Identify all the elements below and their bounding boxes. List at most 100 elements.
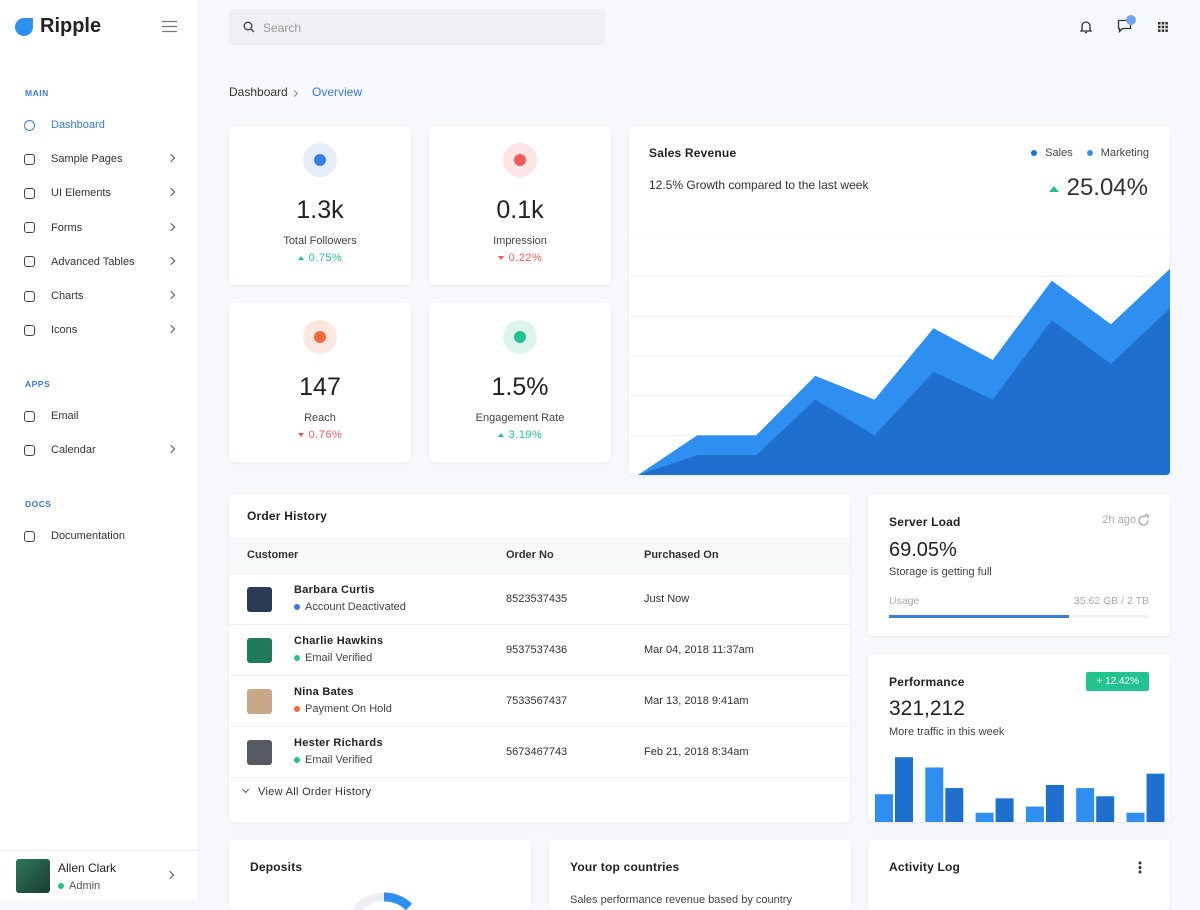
bar [945,788,964,822]
nav-chevron [166,256,176,266]
customer-avatar [247,587,272,612]
purchase-date: Just Now [644,593,690,605]
bar [1045,784,1064,822]
nav-item[interactable]: Calendar [24,440,176,460]
nav-item[interactable]: Email [24,406,174,426]
nav-icon [24,444,35,456]
stat-card: 147 Reach 0.76% [229,303,411,462]
menu-toggle[interactable] [162,20,177,33]
stat-card: 1.3k Total Followers 0.75% [229,126,411,285]
bar [1126,812,1145,822]
customer-avatar [247,689,272,714]
stat-icon [303,143,337,177]
stat-card: 1.5% Engagement Rate 3.19% [429,303,611,462]
table-footer-line [229,777,850,778]
footer-chevron [241,785,250,794]
nav-item[interactable]: Documentation [24,526,174,546]
bar [895,757,913,822]
view-all-link[interactable]: View All Order History [258,786,372,798]
purchase-date: Mar 13, 2018 9:41am [644,695,749,707]
nav-item[interactable]: UI Elements [24,183,176,203]
search-placeholder: Search [263,21,302,35]
nav-label: Advanced Tables [51,255,135,268]
nav-label: Email [51,410,79,422]
customer-avatar [247,740,272,765]
notification-icon[interactable] [1080,20,1092,34]
apps-icon[interactable] [1158,22,1168,32]
bar [925,767,944,822]
user-panel[interactable]: Allen Clark Admin [0,850,198,900]
nav-chevron [166,444,176,454]
purchase-date: Mar 04, 2018 11:37am [644,644,754,656]
nav-item[interactable]: Charts [24,286,176,306]
nav-chevron [166,324,176,334]
nav-label: UI Elements [51,187,111,200]
stat-icon-glyph [314,154,326,166]
trend-arrow [497,433,504,438]
nav-item[interactable]: Dashboard [24,115,174,135]
breadcrumb-current: Overview [312,85,363,99]
nav-icon [24,410,35,422]
nav-label: Documentation [51,530,125,542]
status-text: Payment On Hold [305,703,392,715]
sales-growth-value: 25.04% [1066,174,1148,201]
breadcrumb-sep [290,89,299,98]
bar [995,798,1014,822]
legend-swatch [1086,150,1093,156]
order-no: 5673467743 [506,746,568,758]
nav-chevron [166,153,176,163]
messages-icon[interactable] [1117,14,1141,34]
user-avatar [16,859,50,893]
status-dot [294,706,300,712]
user-role: Admin [58,880,100,892]
user-chevron [165,870,175,880]
customer-status: Email Verified [294,754,372,766]
performance-value: 321,212 [889,697,965,720]
customer-status: Account Deactivated [294,601,406,613]
legend: Sales Marketing [1031,147,1149,159]
refresh-icon[interactable] [1137,514,1150,527]
nav-section-title: MAIN [25,88,49,98]
nav-chevron [166,222,176,231]
stat-change-value: 3.19% [508,429,543,441]
order-no: 7533567437 [506,695,568,707]
bar [1076,788,1095,822]
nav-item[interactable]: Forms [24,218,176,238]
search-box[interactable]: Search [229,9,605,45]
stat-label: Reach [304,412,336,424]
nav-item[interactable]: Advanced Tables [24,252,176,272]
nav-item[interactable]: Sample Pages [24,149,176,169]
nav-section-title: DOCS [25,499,52,509]
breadcrumb-root[interactable]: Dashboard [229,85,288,99]
order-no: 8523537435 [506,593,568,605]
stat-change: 3.19% [429,429,611,441]
stat-label: Impression [493,235,547,247]
brand-logo [15,18,33,36]
stat-value: 147 [299,373,341,401]
stat-icon [503,320,537,354]
area [638,308,1170,475]
col-header: Customer [247,549,299,561]
nav-chevron [166,290,176,300]
stat-change: 0.76% [229,429,411,441]
table-row: Nina Bates Payment On Hold 7533567437 Mar 1… [229,675,850,726]
stat-change: 0.75% [229,252,411,264]
nav-icon [24,119,35,131]
legend-label: Marketing [1100,147,1149,159]
customer-status: Email Verified [294,652,372,664]
stat-icon-glyph [514,331,526,343]
stat-change-value: 0.22% [508,252,543,264]
trend-arrow [297,256,304,261]
status-dot [294,655,300,661]
usage-label: Usage [889,595,920,607]
sales-subtitle: 12.5% Growth compared to the last week [649,178,869,192]
performance-subtitle: More traffic in this week [889,726,1005,738]
status-dot [294,757,300,763]
order-no: 9537537436 [506,644,568,656]
customer-status: Payment On Hold [294,703,392,715]
trend-arrow [297,433,304,438]
nav-item[interactable]: Icons [24,320,176,340]
col-header: Order No [506,549,554,561]
more-menu[interactable] [1138,861,1142,874]
